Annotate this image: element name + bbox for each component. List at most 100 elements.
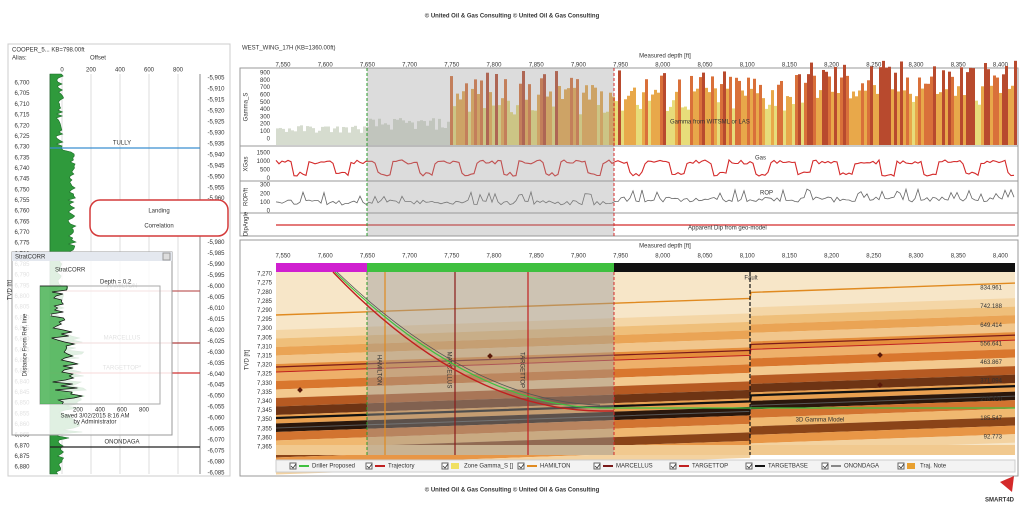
gamma-bar xyxy=(390,129,393,145)
gamma-scale-label: 185.547 xyxy=(980,416,1002,422)
offset-panel xyxy=(7,43,231,477)
gamma-bar xyxy=(879,67,882,145)
legend-bar xyxy=(275,459,1016,473)
legend-checkbox[interactable] xyxy=(517,462,525,470)
legend-checkbox[interactable] xyxy=(289,462,297,470)
md-label: 6,765 xyxy=(14,219,30,225)
gamma-bar xyxy=(885,67,888,145)
gamma-bar xyxy=(369,118,372,145)
tvd-label: 7,355 xyxy=(257,426,273,432)
track-scale-label: 800 xyxy=(260,78,271,84)
md-label: 7,700 xyxy=(402,254,418,260)
gamma-bar xyxy=(954,95,957,145)
legend-label: Zone Gamma_S [] xyxy=(464,464,513,470)
well-header: COOPER_5... KB=798.00ft xyxy=(12,48,85,54)
gamma-bar xyxy=(996,77,999,145)
tvdss-label: -6,025 xyxy=(207,339,225,345)
gamma-bar xyxy=(840,77,843,145)
tvdss-label: -6,045 xyxy=(207,383,225,389)
gamma-bar xyxy=(555,71,558,145)
gamma-tick-label: 200 xyxy=(86,68,97,74)
gamma-bar xyxy=(453,106,456,145)
gamma-bar xyxy=(444,127,447,145)
gamma-bar xyxy=(606,111,609,145)
tvd-label: 7,330 xyxy=(257,381,273,387)
gamma-bar xyxy=(303,131,306,145)
model-layer xyxy=(276,323,1015,364)
gamma-bar xyxy=(399,118,402,145)
gamma-bar xyxy=(663,73,666,145)
gamma-bar xyxy=(1014,60,1017,145)
gamma-bar xyxy=(459,99,462,145)
gamma-bar xyxy=(1005,65,1008,145)
legend-checkbox[interactable] xyxy=(441,462,449,470)
md-label: 6,740 xyxy=(14,166,30,172)
legend-checkbox[interactable] xyxy=(593,462,601,470)
gamma-bar xyxy=(924,83,927,145)
gamma-bar xyxy=(579,114,582,145)
gamma-bar xyxy=(747,77,750,145)
legend-checkbox[interactable] xyxy=(669,462,677,470)
track-scale-label: 900 xyxy=(260,71,271,77)
close-button[interactable] xyxy=(162,252,171,261)
gamma-bar xyxy=(732,108,735,145)
tvd-label: 7,275 xyxy=(257,281,273,287)
gamma-bar xyxy=(741,90,744,145)
legend-checkbox[interactable] xyxy=(897,462,905,470)
zone-bar xyxy=(614,263,1015,272)
md-label: 8,050 xyxy=(697,254,713,260)
model-layer xyxy=(276,357,1015,398)
legend-label: Trajectory xyxy=(388,464,414,470)
gamma-bar xyxy=(336,126,339,145)
gamma-bar xyxy=(324,126,327,145)
gamma-bar xyxy=(969,67,972,145)
tvd-label: 7,305 xyxy=(257,335,273,341)
tvdss-label: -5,915 xyxy=(207,98,225,104)
gamma-bar xyxy=(987,69,990,145)
gamma-bar xyxy=(780,80,783,145)
annotation: Gamma from WITSML or LAS xyxy=(670,120,750,126)
tvd-label: 7,315 xyxy=(257,353,273,359)
legend-checkbox[interactable] xyxy=(821,462,829,470)
md-label: 7,950 xyxy=(613,63,629,69)
gamma-bar xyxy=(528,84,531,145)
legend-checkbox[interactable] xyxy=(365,462,373,470)
gamma-bar xyxy=(831,91,834,145)
legend-checkbox[interactable] xyxy=(745,462,753,470)
gamma-bar xyxy=(408,120,411,145)
legend-label: HAMILTON xyxy=(540,464,570,470)
gamma-bar xyxy=(531,110,534,145)
md-label: 6,725 xyxy=(14,134,30,140)
top-crossing-label: HAMILTON xyxy=(375,355,381,385)
tvdss-label: -5,910 xyxy=(207,87,225,93)
top-crossing-label: TARGETTOP xyxy=(518,352,524,388)
tvdss-label: -5,960 xyxy=(207,196,225,202)
axis-title: TVD [ft] xyxy=(245,350,251,371)
gamma-bar xyxy=(339,132,342,145)
alias-label: Alias: xyxy=(12,56,27,62)
gamma-bar xyxy=(936,93,939,145)
tvdss-label: -5,940 xyxy=(207,152,225,158)
annotation: Gas xyxy=(755,156,766,162)
gamma-bar xyxy=(897,91,900,145)
gamma-bar xyxy=(597,104,600,145)
tvdss-label: -5,930 xyxy=(207,130,225,136)
gamma-bar xyxy=(330,132,333,145)
tvdss-label: -5,925 xyxy=(207,119,225,125)
gamma-bar xyxy=(507,100,510,145)
model-layer xyxy=(276,400,1015,441)
gamma-bar xyxy=(489,92,492,145)
gamma-bar xyxy=(669,106,672,145)
gamma-bar xyxy=(297,126,300,145)
shaded-interval xyxy=(367,272,614,455)
gamma-bar xyxy=(921,88,924,145)
gamma-bar xyxy=(618,70,621,145)
gamma-bar xyxy=(765,108,768,145)
md-label: 8,150 xyxy=(782,63,798,69)
well-header: WEST_WING_17H (KB=1360.00ft) xyxy=(242,46,336,52)
gamma-bar xyxy=(687,109,690,145)
gamma-bar xyxy=(903,90,906,145)
gamma-bar xyxy=(351,126,354,145)
annotation: Apparent Dip from geo-model xyxy=(688,226,767,232)
md-label: 7,800 xyxy=(486,63,502,69)
